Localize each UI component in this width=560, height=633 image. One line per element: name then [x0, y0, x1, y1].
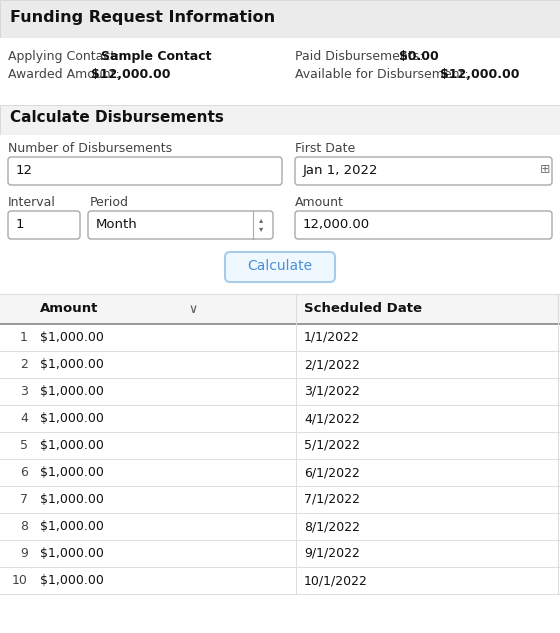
Text: Sample Contact: Sample Contact	[101, 50, 212, 63]
Text: 1/1/2022: 1/1/2022	[304, 331, 360, 344]
Text: $1,000.00: $1,000.00	[40, 412, 104, 425]
Text: 8: 8	[20, 520, 28, 533]
Bar	[0, 351, 560, 378]
Text: 5: 5	[20, 439, 28, 452]
Text: 5/1/2022: 5/1/2022	[304, 439, 360, 452]
Text: Applying Contact:: Applying Contact:	[8, 50, 124, 63]
Bar	[0, 324, 560, 351]
Text: 12,000.00: 12,000.00	[303, 218, 370, 231]
FancyBboxPatch shape	[295, 211, 552, 239]
Text: $1,000.00: $1,000.00	[40, 385, 104, 398]
Text: Calculate Disbursements: Calculate Disbursements	[10, 110, 224, 125]
Text: Amount: Amount	[295, 196, 344, 209]
Text: $12,000.00: $12,000.00	[91, 68, 170, 81]
Text: ▾: ▾	[259, 224, 263, 233]
Text: 8/1/2022: 8/1/2022	[304, 520, 360, 533]
Text: $1,000.00: $1,000.00	[40, 466, 104, 479]
FancyBboxPatch shape	[88, 211, 273, 239]
Text: Awarded Amount:: Awarded Amount:	[8, 68, 124, 81]
Text: 1: 1	[16, 218, 25, 231]
Bar	[0, 105, 560, 135]
Text: 4: 4	[20, 412, 28, 425]
Text: $0.00: $0.00	[399, 50, 438, 63]
Bar	[0, 459, 560, 486]
Text: Jan 1, 2022: Jan 1, 2022	[303, 164, 379, 177]
Text: $1,000.00: $1,000.00	[40, 358, 104, 371]
Text: Scheduled Date: Scheduled Date	[304, 302, 422, 315]
FancyBboxPatch shape	[8, 211, 80, 239]
Text: 3: 3	[20, 385, 28, 398]
Bar	[0, 513, 560, 540]
Text: 10/1/2022: 10/1/2022	[304, 574, 368, 587]
Text: 6: 6	[20, 466, 28, 479]
Bar	[0, 567, 560, 594]
Text: Period: Period	[90, 196, 129, 209]
Text: $1,000.00: $1,000.00	[40, 574, 104, 587]
Text: 9/1/2022: 9/1/2022	[304, 547, 360, 560]
Text: Calculate: Calculate	[248, 259, 312, 273]
Bar	[0, 294, 560, 324]
Text: Paid Disbursements:: Paid Disbursements:	[295, 50, 427, 63]
Bar	[0, 405, 560, 432]
Text: $1,000.00: $1,000.00	[40, 331, 104, 344]
Text: $1,000.00: $1,000.00	[40, 547, 104, 560]
Text: First Date: First Date	[295, 142, 355, 155]
Text: 9: 9	[20, 547, 28, 560]
Text: $1,000.00: $1,000.00	[40, 520, 104, 533]
Text: Funding Request Information: Funding Request Information	[10, 10, 275, 25]
Text: Interval: Interval	[8, 196, 56, 209]
Text: 6/1/2022: 6/1/2022	[304, 466, 360, 479]
Text: ▴: ▴	[259, 215, 263, 224]
Bar	[0, 0, 560, 38]
Text: 10: 10	[12, 574, 28, 587]
Text: 12: 12	[16, 164, 33, 177]
Text: 1: 1	[20, 331, 28, 344]
Bar	[0, 432, 560, 459]
Bar	[0, 38, 560, 105]
Bar	[0, 378, 560, 405]
Text: 7: 7	[20, 493, 28, 506]
Bar	[0, 135, 560, 290]
FancyBboxPatch shape	[225, 252, 335, 282]
Text: Amount: Amount	[40, 302, 99, 315]
Text: 2: 2	[20, 358, 28, 371]
FancyBboxPatch shape	[295, 157, 552, 185]
Text: Available for Disbursement:: Available for Disbursement:	[295, 68, 473, 81]
Text: $1,000.00: $1,000.00	[40, 439, 104, 452]
Text: 3/1/2022: 3/1/2022	[304, 385, 360, 398]
Text: ∨: ∨	[188, 303, 197, 316]
Text: 4/1/2022: 4/1/2022	[304, 412, 360, 425]
Bar	[0, 486, 560, 513]
Text: $12,000.00: $12,000.00	[440, 68, 520, 81]
Text: Number of Disbursements: Number of Disbursements	[8, 142, 172, 155]
Bar	[0, 540, 560, 567]
Text: $1,000.00: $1,000.00	[40, 493, 104, 506]
Text: 2/1/2022: 2/1/2022	[304, 358, 360, 371]
Text: ⊞: ⊞	[540, 163, 550, 176]
FancyBboxPatch shape	[8, 157, 282, 185]
Text: Month: Month	[96, 218, 138, 231]
Text: 7/1/2022: 7/1/2022	[304, 493, 360, 506]
